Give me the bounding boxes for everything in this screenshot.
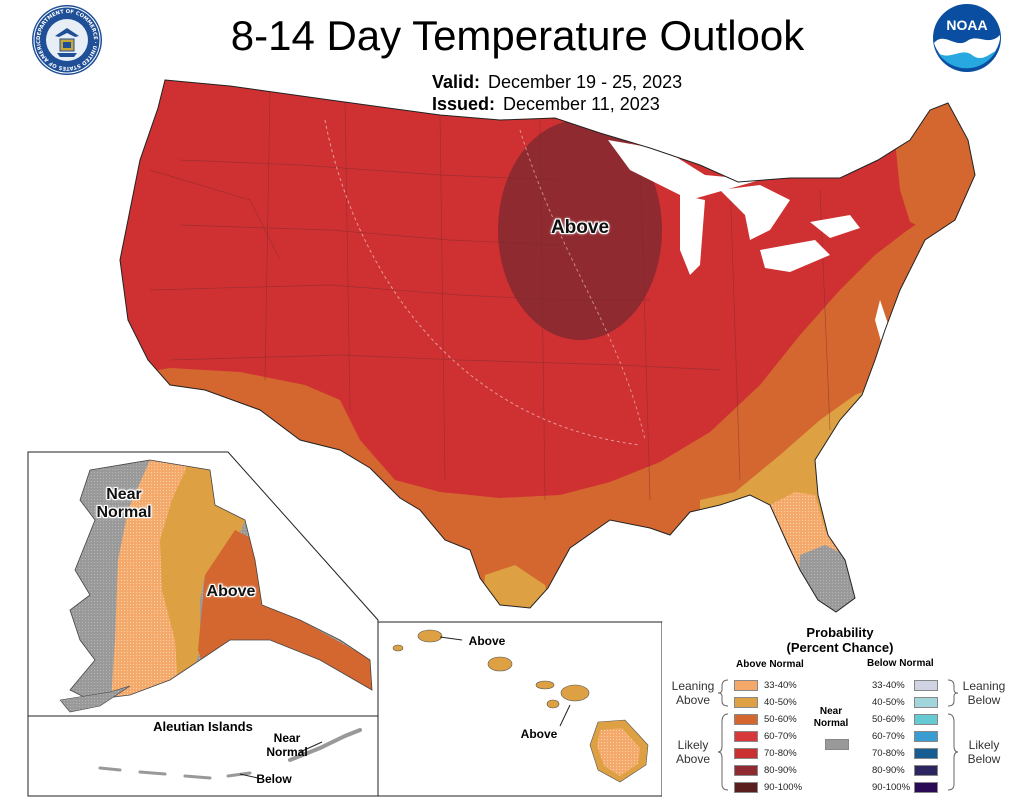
label-aleutian-title: Aleutian Islands — [153, 719, 253, 734]
label-hawaii-above-south: Above — [520, 727, 558, 741]
legend-near-normal: Near Normal — [813, 706, 849, 729]
legend-below-swatch-7 — [914, 782, 938, 793]
legend-above-swatch-4 — [734, 731, 758, 742]
legend-braces — [717, 679, 959, 791]
legend-below-label-5: 70-80% — [872, 748, 905, 759]
legend-likely-above: Likely Above — [675, 738, 711, 766]
issued-label: Issued: — [432, 94, 496, 114]
map-title: 8-14 Day Temperature Outlook — [230, 12, 805, 59]
legend-title: Probability — [806, 625, 874, 640]
legend-above-header: Above Normal — [736, 659, 804, 670]
legend-above-swatch-5 — [734, 748, 758, 759]
legend-below-label-2: 40-50% — [872, 697, 905, 708]
legend-above-swatch-1 — [734, 680, 758, 691]
legend-below-swatch-1 — [914, 680, 938, 691]
legend-below-swatch-2 — [914, 697, 938, 708]
legend-below-label-7: 90-100% — [872, 782, 911, 793]
hawaii-inset — [377, 621, 663, 797]
legend-below-swatch-6 — [914, 765, 938, 776]
valid-label: Valid: — [432, 72, 481, 92]
legend-above-swatch-7 — [734, 782, 758, 793]
valid-line: Valid: December 19 - 25, 2023 — [432, 71, 682, 93]
legend-below-swatch-5 — [914, 748, 938, 759]
legend-above-label-3: 50-60% — [764, 714, 797, 725]
legend-above-label-6: 80-90% — [764, 765, 797, 776]
legend-above-label-2: 40-50% — [764, 697, 797, 708]
noaa-logo-text: NOAA — [946, 17, 987, 33]
commerce-seal-logo: DEPARTMENT OF COMMERCE · UNITED STATES O… — [30, 3, 102, 75]
legend-below-label-1: 33-40% — [872, 680, 905, 691]
issued-line: Issued: December 11, 2023 — [432, 93, 660, 115]
label-aleutian-below: Below — [256, 772, 292, 786]
valid-value: December 19 - 25, 2023 — [488, 72, 683, 92]
legend-below-swatch-4 — [914, 731, 938, 742]
alaska-inset — [27, 451, 379, 717]
legend-likely-below: Likely Below — [967, 738, 1001, 766]
legend-subtitle: (Percent Chance) — [786, 640, 894, 655]
label-alaska-near: Near Normal — [96, 486, 152, 521]
legend-near-swatch — [825, 739, 849, 750]
legend-below-label-3: 50-60% — [872, 714, 905, 725]
legend-below-label-4: 60-70% — [872, 731, 905, 742]
legend-above-swatch-6 — [734, 765, 758, 776]
label-alaska-above: Above — [206, 583, 256, 600]
legend-above-label-5: 70-80% — [764, 748, 797, 759]
issued-value: December 11, 2023 — [503, 94, 660, 114]
label-hawaii-above-north: Above — [468, 634, 506, 648]
legend-leaning-above: Leaning Above — [671, 679, 715, 707]
legend-above-label-4: 60-70% — [764, 731, 797, 742]
legend-below-header: Below Normal — [867, 658, 934, 669]
legend-above-swatch-3 — [734, 714, 758, 725]
noaa-logo: NOAA — [933, 4, 1001, 72]
label-conus-above: Above — [550, 217, 610, 238]
legend-above-swatch-2 — [734, 697, 758, 708]
legend-leaning-below: Leaning Below — [962, 679, 1006, 707]
legend-below-swatch-3 — [914, 714, 938, 725]
label-aleutian-near: Near Normal — [266, 731, 308, 759]
legend-below-label-6: 80-90% — [872, 765, 905, 776]
legend: Probability (Percent Chance) Above Norma… — [662, 622, 1035, 800]
legend-above-label-1: 33-40% — [764, 680, 797, 691]
legend-above-label-7: 90-100% — [764, 782, 803, 793]
